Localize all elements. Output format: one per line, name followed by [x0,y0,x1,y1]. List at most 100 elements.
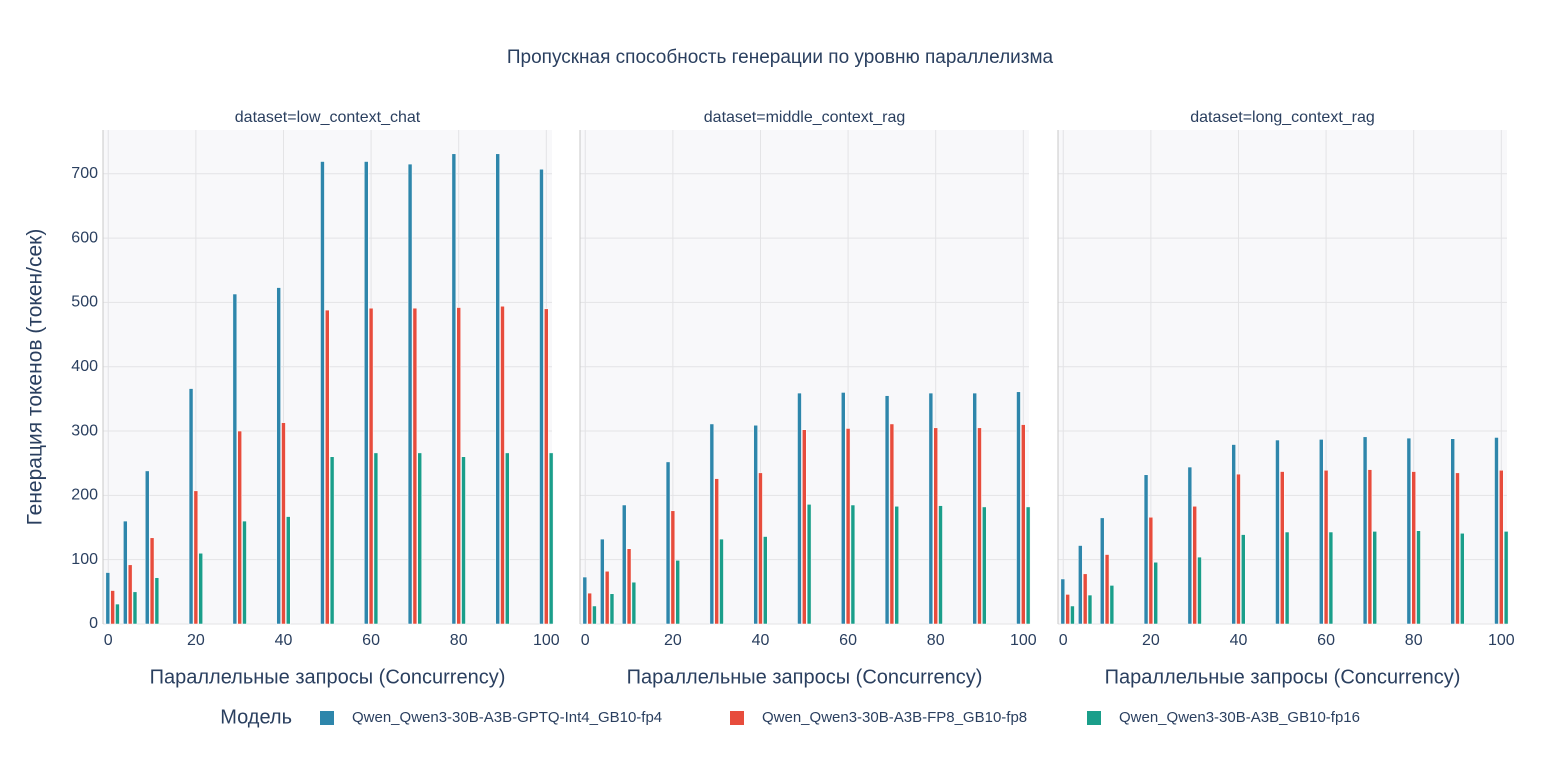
bar [1275,439,1280,625]
bar [149,537,155,625]
y-tick-label: 100 [71,551,98,568]
x-tick-label: 40 [1230,632,1248,649]
bar [188,388,194,625]
bar [1016,391,1021,625]
x-tick-label: 40 [275,632,293,649]
bar [600,538,605,625]
y-tick-label: 400 [71,358,98,375]
bar [889,423,895,625]
bar [1070,605,1075,625]
bar [1236,473,1241,625]
bar [412,307,418,625]
x-tick-label: 100 [1010,632,1037,649]
x-tick-label: 20 [187,632,205,649]
x-tick-label: 0 [581,632,590,649]
bar [276,287,281,625]
bar [407,163,413,625]
bar [1082,573,1088,625]
bar [592,605,597,625]
bar [154,577,160,625]
bar [500,305,505,625]
bar [1494,437,1499,625]
bar [604,571,610,625]
bar [1087,594,1093,625]
bar [1192,506,1197,625]
x-tick-label: 20 [1142,632,1160,649]
bar [631,581,637,625]
legend-swatch [1087,711,1101,725]
bar [1450,438,1455,625]
bar [626,548,632,625]
x-axis-label: Параллельные запросы (Concurrency) [627,666,983,688]
x-axis-label: Параллельные запросы (Concurrency) [1105,666,1461,688]
bar [587,592,592,625]
legend-label: Qwen_Qwen3-30B-A3B_GB10-fp16 [1119,709,1360,726]
bar [110,590,115,625]
bar [845,428,851,625]
bar [198,552,203,625]
legend-swatch [320,711,334,725]
legend-label: Qwen_Qwen3-30B-A3B-FP8_GB10-fp8 [762,709,1027,726]
bar [928,392,934,625]
x-tick-label: 20 [664,632,682,649]
bar [1187,466,1193,625]
legend-swatch [730,711,744,725]
x-tick-label: 80 [927,632,945,649]
bar [105,572,111,625]
x-tick-label: 0 [104,632,113,649]
bar [145,470,150,625]
bar [1323,470,1329,625]
legend-label: Qwen_Qwen3-30B-A3B-GPTQ-Int4_GB10-fp4 [352,709,662,726]
bar [1241,534,1246,625]
bar [456,307,461,625]
y-tick-label: 500 [71,294,98,311]
bar [1499,470,1504,625]
bar [461,456,466,625]
y-tick-label: 0 [89,615,98,632]
bar [368,307,374,625]
bar [1280,471,1285,625]
bar [1372,531,1377,625]
x-tick-label: 80 [450,632,468,649]
bar [1078,545,1083,625]
x-tick-label: 60 [362,632,380,649]
bar [1025,506,1031,625]
bar [797,392,802,625]
bar [933,427,938,625]
bar [582,576,588,625]
y-tick-label: 200 [71,487,98,504]
bar [417,452,422,625]
x-tick-label: 80 [1405,632,1423,649]
x-tick-label: 40 [752,632,770,649]
bar [115,603,120,625]
bar [977,427,982,625]
bar [1416,530,1421,625]
bar [719,538,724,625]
bar [1197,556,1202,625]
bar [544,308,549,625]
x-tick-label: 60 [839,632,857,649]
legend-title: Модель [220,706,292,728]
bar [1100,517,1105,625]
bar [193,490,199,625]
bar [539,168,544,625]
bar [1362,436,1368,625]
chart-title: Пропускная способность генерации по уров… [507,47,1054,68]
bar [670,510,676,625]
bar [972,392,977,625]
bar [127,564,133,625]
bar [802,429,807,625]
bar [286,516,291,625]
bar [320,161,325,625]
x-tick-label: 100 [1488,632,1515,649]
bar [1328,531,1334,625]
bar [675,560,680,625]
bar [281,422,286,625]
y-tick-label: 300 [71,422,98,439]
bar [622,504,627,625]
bar [1284,531,1290,625]
bar [982,506,987,625]
bar [938,505,943,625]
bar [1406,437,1412,625]
bar [1231,444,1236,625]
